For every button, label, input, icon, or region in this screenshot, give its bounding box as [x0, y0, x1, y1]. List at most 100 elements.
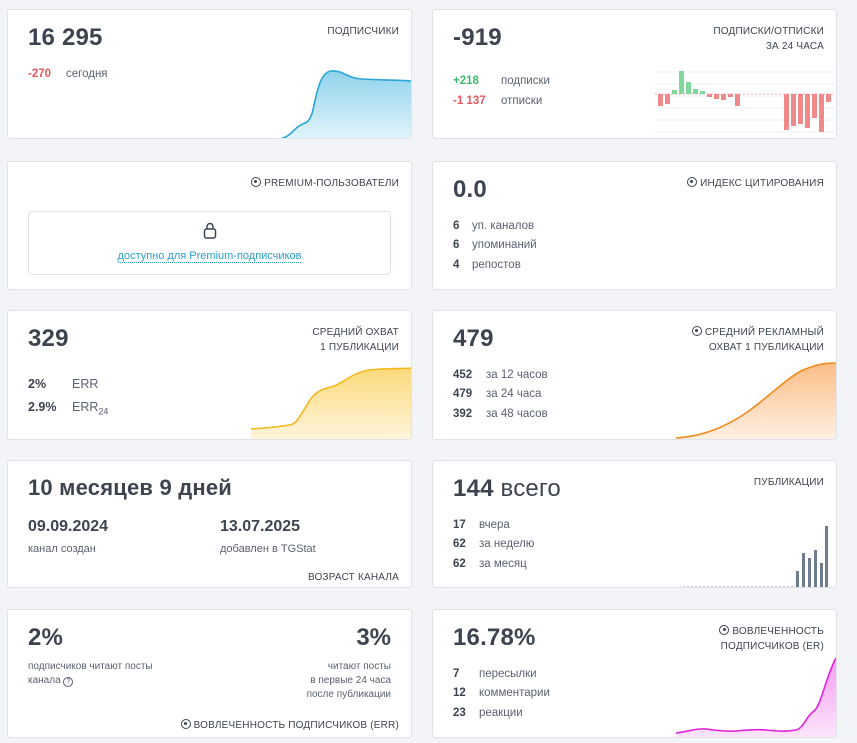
ad-reach-card[interactable]: 479 СРЕДНИЙ РЕКЛАМНЫЙ ОХВАТ 1 ПУБЛИКАЦИИ… [432, 310, 837, 440]
er-row: 23 реакции [453, 707, 523, 719]
ad-reach-row: 392 за 48 часов [453, 408, 548, 420]
posts-card[interactable]: 144 всего ПУБЛИКАЦИИ 17 вчера 62 за неделю… [432, 460, 837, 588]
err24-label: ERR [72, 400, 99, 414]
err-right-value: 3% [356, 624, 391, 651]
ad-reach-title-2: ОХВАТ 1 ПУБЛИКАЦИИ [708, 342, 824, 353]
citation-label: репостов [472, 259, 521, 271]
posts-num: 62 [453, 538, 466, 550]
ad-reach-row: 452 за 12 часов [453, 369, 548, 381]
citation-row: 6 упоминаний [453, 239, 537, 251]
err-right-label: читают посты в первые 24 часа после публ… [307, 660, 391, 702]
err-left-label: подписчиков читают посты канала ? [28, 660, 153, 688]
posts-row: 62 за неделю [453, 538, 534, 550]
er-num: 7 [453, 668, 460, 680]
err-left-value: 2% [28, 624, 64, 651]
daily-change-chart [655, 71, 835, 133]
info-icon [251, 177, 262, 187]
info-icon [180, 719, 191, 729]
engagement-err-title-text: ВОВЛЕЧЕННОСТЬ ПОДПИСЧИКОВ (ERR) [193, 720, 399, 731]
subs-value: +218 [453, 75, 479, 87]
citation-card[interactable]: 0.0 ИНДЕКС ЦИТИРОВАНИЯ 6 уп. каналов 6 упо… [432, 161, 837, 290]
reach-card[interactable]: 329 СРЕДНИЙ ОХВАТ 1 ПУБЛИКАЦИИ 2% ERR 2.9… [7, 310, 412, 440]
subscribers-chart [279, 70, 411, 138]
today-delta: -270 [28, 68, 52, 80]
ad-reach-row: 479 за 24 часа [453, 388, 541, 400]
premium-title-text: PREMIUM-ПОЛЬЗОВАТЕЛИ [264, 178, 399, 189]
subscribers-value: 16 295 [28, 24, 103, 51]
er-row: 7 пересылки [453, 668, 537, 680]
ad-reach-title: СРЕДНИЙ РЕКЛАМНЫЙ ОХВАТ 1 ПУБЛИКАЦИИ [691, 325, 824, 355]
posts-row: 17 вчера [453, 519, 510, 531]
info-icon [687, 177, 698, 187]
posts-total: 144 [453, 475, 494, 502]
reach-value: 329 [28, 325, 69, 352]
citation-title-text: ИНДЕКС ЦИТИРОВАНИЯ [700, 178, 824, 189]
lock-icon [203, 222, 217, 239]
er-value: 16.78% [453, 624, 536, 651]
posts-value: 144 всего [453, 475, 561, 503]
ad-reach-label: за 48 часов [486, 408, 548, 420]
err-row: 2% ERR [28, 377, 98, 391]
ad-reach-value: 479 [453, 325, 494, 352]
er-num: 12 [453, 687, 466, 699]
created-label: канал создан [28, 543, 96, 555]
citation-row: 4 репостов [453, 259, 521, 271]
ad-reach-label: за 24 часа [486, 388, 542, 400]
posts-title: ПУБЛИКАЦИИ [753, 477, 824, 488]
subscribers-card[interactable]: 16 295 ПОДПИСЧИКИ -270 сегодня [7, 9, 412, 139]
ad-reach-label: за 12 часов [486, 369, 548, 381]
citation-num: 4 [453, 259, 460, 271]
err24-sub: 24 [98, 406, 109, 417]
age-value: 10 месяцев 9 дней [28, 475, 233, 500]
posts-row: 62 за месяц [453, 558, 527, 570]
premium-lock-box[interactable]: доступно для Premium-подписчиков [28, 211, 391, 275]
daily-change-value: -919 [453, 24, 502, 51]
err-value: 2% [28, 377, 47, 391]
engagement-er-title-1: ВОВЛЕЧЕННОСТЬ [732, 626, 824, 637]
posts-label: за месяц [479, 558, 527, 570]
er-chart [676, 657, 836, 737]
engagement-er-title-2: ПОДПИСЧИКОВ (ER) [720, 641, 824, 652]
reach-title: СРЕДНИЙ ОХВАТ 1 ПУБЛИКАЦИИ [312, 325, 399, 355]
premium-link-text[interactable]: доступно для Premium-подписчиков [117, 250, 302, 263]
subscribers-title: ПОДПИСЧИКИ [327, 26, 399, 37]
er-num: 23 [453, 707, 466, 719]
err-label: ERR [72, 377, 99, 391]
ad-reach-num: 392 [453, 408, 473, 420]
premium-link[interactable]: доступно для Premium-подписчиков [29, 250, 390, 263]
posts-label: за неделю [479, 538, 535, 550]
engagement-err-card[interactable]: 2% подписчиков читают посты канала ? 3% … [7, 609, 412, 738]
engagement-er-title: ВОВЛЕЧЕННОСТЬ ПОДПИСЧИКОВ (ER) [719, 624, 824, 654]
age-card[interactable]: 10 месяцев 9 дней 09.09.2024 канал созда… [7, 460, 412, 588]
engagement-err-title: ВОВЛЕЧЕННОСТЬ ПОДПИСЧИКОВ (ERR) [180, 718, 399, 733]
created-date: 09.09.2024 [28, 518, 109, 535]
posts-suffix: всего [500, 475, 561, 502]
added-label: добавлен в TGStat [220, 543, 316, 555]
reach-title-1: СРЕДНИЙ ОХВАТ [312, 327, 399, 338]
err24-row: 2.9% ERR24 [28, 400, 108, 417]
posts-num: 62 [453, 558, 466, 570]
subs-label: подписки [501, 75, 550, 87]
help-icon[interactable]: ? [63, 677, 74, 687]
premium-card[interactable]: PREMIUM-ПОЛЬЗОВАТЕЛИ доступно для Premiu… [7, 161, 412, 290]
citation-label: упоминаний [472, 239, 537, 251]
err-left-label-2: канала [28, 675, 61, 686]
added-date: 13.07.2025 [220, 518, 301, 535]
engagement-er-card[interactable]: 16.78% ВОВЛЕЧЕННОСТЬ ПОДПИСЧИКОВ (ER) 7 п… [432, 609, 837, 738]
daily-change-card[interactable]: -919 ПОДПИСКИ/ОТПИСКИ ЗА 24 ЧАСА +218 под… [432, 9, 837, 139]
ad-reach-num: 479 [453, 388, 473, 400]
err24-value: 2.9% [28, 400, 57, 414]
reach-title-2: 1 ПУБЛИКАЦИИ [320, 342, 399, 353]
info-icon [691, 326, 702, 336]
unsubs-row: -1 137 отписки [453, 95, 542, 107]
citation-label: уп. каналов [472, 220, 535, 232]
daily-change-title-2: ЗА 24 ЧАСА [765, 41, 824, 52]
daily-change-title-1: ПОДПИСКИ/ОТПИСКИ [713, 26, 824, 37]
unsubs-value: -1 137 [453, 95, 486, 107]
ad-reach-title-1: СРЕДНИЙ РЕКЛАМНЫЙ [704, 327, 824, 338]
citation-value: 0.0 [453, 176, 487, 203]
unsubs-label: отписки [501, 95, 543, 107]
citation-row: 6 уп. каналов [453, 220, 534, 232]
err-right-label-3: после публикации [306, 689, 391, 700]
subscribers-today: -270 сегодня [28, 68, 108, 80]
